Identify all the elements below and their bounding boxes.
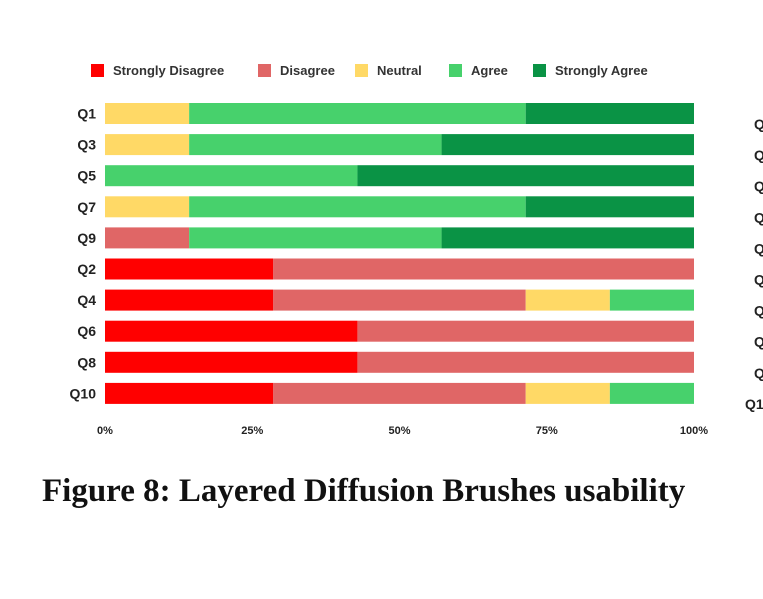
bar-q3-neutral bbox=[105, 134, 190, 156]
category-label-q5: Q5 bbox=[77, 168, 96, 184]
cropped-label-9: Q1 bbox=[745, 396, 763, 412]
figure-caption: Figure 8: Layered Diffusion Brushes usab… bbox=[42, 473, 686, 509]
bar-q7-strongly-agree bbox=[525, 196, 694, 218]
bar-q3-strongly-agree bbox=[441, 134, 694, 156]
bar-q1-strongly-agree bbox=[525, 103, 694, 124]
category-label-q4: Q4 bbox=[77, 292, 96, 308]
bar-q7-neutral bbox=[105, 196, 190, 218]
bar-q10-agree bbox=[609, 382, 694, 404]
bar-q2-strongly-disagree bbox=[105, 258, 274, 280]
bar-q6-strongly-disagree bbox=[105, 320, 358, 342]
legend-label-neutral: Neutral bbox=[377, 63, 422, 78]
x-tick-2: 50% bbox=[388, 425, 410, 437]
bar-q9-disagree bbox=[105, 227, 190, 249]
cropped-label-7: Q bbox=[754, 334, 763, 350]
category-label-q9: Q9 bbox=[77, 230, 96, 246]
bar-q8-disagree bbox=[357, 351, 694, 373]
stacked-bar-chart: Strongly Disagree Disagree Neutral Agree Str… bbox=[70, 63, 763, 437]
bar-q6-disagree bbox=[357, 320, 694, 342]
bar-q10-strongly-disagree bbox=[105, 382, 274, 404]
bar-q4-strongly-disagree bbox=[105, 289, 274, 311]
bar-q10-disagree bbox=[273, 382, 526, 404]
cropped-label-2: Q bbox=[754, 178, 763, 194]
cropped-label-5: Q bbox=[754, 272, 763, 288]
bar-q8-strongly-disagree bbox=[105, 351, 358, 373]
bars bbox=[105, 103, 694, 404]
x-tick-0: 0% bbox=[97, 425, 113, 437]
category-label-q3: Q3 bbox=[77, 137, 96, 153]
legend-swatch-neutral bbox=[355, 64, 368, 77]
legend-swatch-strongly-disagree bbox=[91, 64, 104, 77]
legend-label-disagree: Disagree bbox=[280, 63, 335, 78]
category-label-q6: Q6 bbox=[77, 323, 96, 339]
cropped-label-1: Q bbox=[754, 147, 763, 163]
category-label-q8: Q8 bbox=[77, 354, 96, 370]
cropped-label-0: Q bbox=[754, 116, 763, 132]
category-label-q2: Q2 bbox=[77, 261, 96, 277]
bar-q4-neutral bbox=[525, 289, 610, 311]
x-tick-1: 25% bbox=[241, 425, 263, 437]
bar-q7-agree bbox=[189, 196, 526, 218]
bar-q9-agree bbox=[189, 227, 442, 249]
bar-q5-strongly-agree bbox=[357, 165, 694, 187]
cropped-label-8: Q bbox=[754, 365, 763, 381]
category-labels: Q1 Q3 Q5 Q7 Q9 Q2 Q4 Q6 Q8 Q10 bbox=[70, 106, 97, 402]
bar-q9-strongly-agree bbox=[441, 227, 694, 249]
x-tick-3: 75% bbox=[536, 425, 558, 437]
legend-swatch-agree bbox=[449, 64, 462, 77]
cropped-label-4: Q bbox=[754, 240, 763, 256]
bar-q1-agree bbox=[189, 103, 526, 124]
bar-q10-neutral bbox=[525, 382, 610, 404]
bar-q1-neutral bbox=[105, 103, 190, 124]
x-tick-4: 100% bbox=[680, 425, 708, 437]
category-label-q1: Q1 bbox=[77, 106, 96, 122]
cropped-label-3: Q bbox=[754, 209, 763, 225]
bar-q5-agree bbox=[105, 165, 358, 187]
category-label-q7: Q7 bbox=[77, 199, 96, 215]
x-axis-ticks: 0% 25% 50% 75% 100% bbox=[97, 425, 708, 437]
legend-label-strongly-disagree: Strongly Disagree bbox=[113, 63, 224, 78]
legend: Strongly Disagree Disagree Neutral Agree Str… bbox=[91, 63, 648, 78]
legend-swatch-disagree bbox=[258, 64, 271, 77]
category-label-q10: Q10 bbox=[70, 385, 97, 401]
bar-q2-disagree bbox=[273, 258, 694, 280]
bar-q4-agree bbox=[609, 289, 694, 311]
bar-q3-agree bbox=[189, 134, 442, 156]
legend-label-strongly-agree: Strongly Agree bbox=[555, 63, 648, 78]
bar-q4-disagree bbox=[273, 289, 526, 311]
cropped-label-6: Q bbox=[754, 303, 763, 319]
legend-swatch-strongly-agree bbox=[533, 64, 546, 77]
legend-label-agree: Agree bbox=[471, 63, 508, 78]
